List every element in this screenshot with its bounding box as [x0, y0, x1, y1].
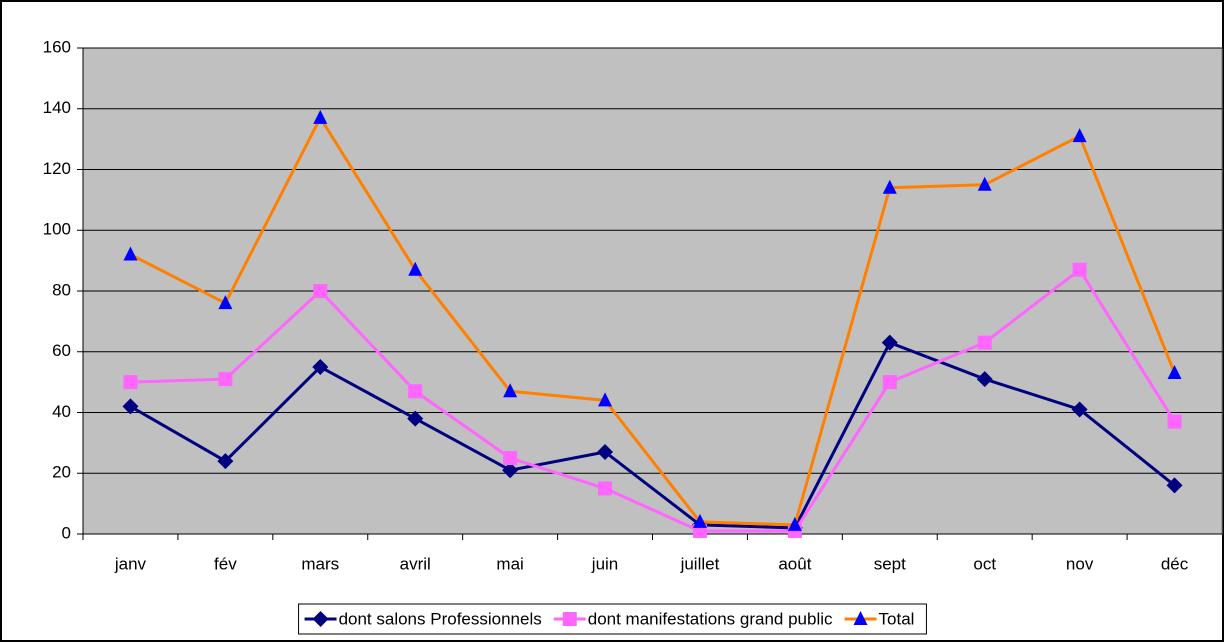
x-tick-label: fév	[214, 554, 237, 573]
marker	[597, 443, 614, 460]
marker	[312, 358, 329, 375]
marker	[313, 109, 328, 124]
marker	[1167, 365, 1182, 380]
marker	[123, 375, 138, 390]
legend-box	[298, 603, 927, 635]
marker	[218, 295, 233, 310]
marker	[408, 384, 423, 399]
x-tick-label: janv	[114, 554, 147, 573]
marker	[312, 611, 329, 627]
x-tick-label: juin	[591, 554, 618, 573]
y-tick-label: 20	[52, 463, 71, 482]
x-tick-label: mai	[496, 554, 523, 573]
marker	[1072, 128, 1087, 143]
marker	[218, 372, 233, 387]
series-line	[129, 340, 1176, 530]
marker	[692, 513, 707, 528]
marker	[1166, 477, 1183, 494]
x-tick-label: juillet	[680, 554, 720, 573]
y-tick-label: 40	[52, 402, 71, 421]
x-tick-label: août	[778, 554, 811, 573]
marker	[881, 334, 898, 351]
x-tick-label: nov	[1066, 554, 1094, 573]
y-tick-label: 80	[52, 280, 71, 299]
y-tick-label: 0	[62, 523, 71, 542]
x-tick-label: oct	[973, 554, 996, 573]
marker	[503, 383, 518, 398]
marker	[217, 453, 234, 470]
marker	[562, 612, 577, 626]
marker	[853, 611, 868, 625]
marker	[408, 261, 423, 276]
y-tick-label: 100	[43, 220, 71, 239]
marker	[882, 179, 897, 194]
y-tick-label: 120	[43, 159, 71, 178]
marker	[313, 284, 328, 298]
y-tick-label: 140	[43, 98, 71, 117]
marker	[502, 462, 519, 479]
series-line	[130, 267, 1176, 533]
marker	[977, 176, 992, 191]
x-tick-label: déc	[1161, 554, 1189, 573]
marker	[407, 410, 424, 427]
marker	[977, 335, 992, 350]
marker	[882, 375, 897, 390]
series-line	[129, 114, 1176, 527]
legend: dont salons Professionnels dont manifesta…	[298, 603, 927, 635]
x-tick-label: sept	[874, 554, 906, 573]
legend-label: Total	[879, 609, 915, 628]
marker	[598, 481, 613, 496]
marker	[1072, 262, 1087, 277]
marker	[1167, 414, 1182, 429]
marker	[122, 398, 139, 415]
marker	[503, 451, 518, 466]
marker	[1071, 401, 1088, 418]
x-tick-label: mars	[301, 554, 339, 573]
x-tick-label: avril	[400, 554, 431, 573]
y-tick-label: 60	[52, 341, 71, 360]
legend-label: dont manifestations grand public	[588, 609, 833, 628]
marker	[787, 516, 802, 531]
y-tick-label: 160	[43, 37, 71, 56]
marker	[123, 246, 138, 261]
marker	[598, 392, 613, 407]
legend-label: dont salons Professionnels	[339, 609, 542, 628]
marker	[976, 371, 993, 388]
